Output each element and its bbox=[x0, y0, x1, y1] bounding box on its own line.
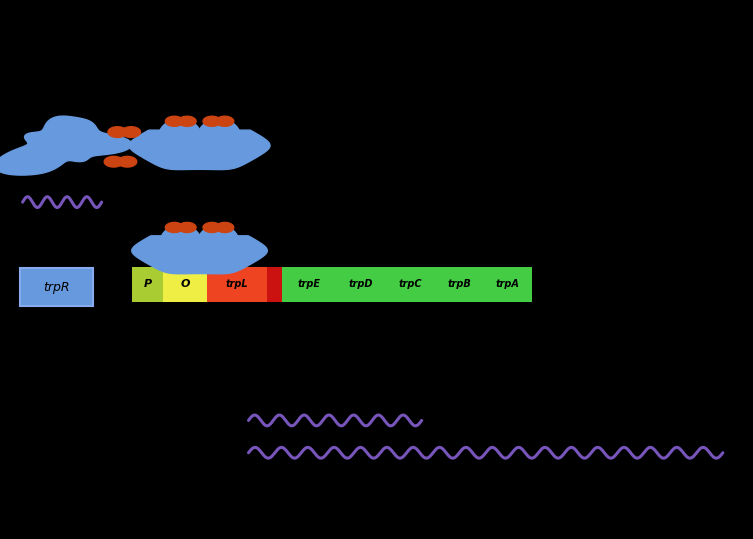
Polygon shape bbox=[166, 223, 183, 232]
Text: trpE: trpE bbox=[298, 279, 321, 289]
Polygon shape bbox=[166, 116, 183, 126]
Text: trpA: trpA bbox=[496, 279, 520, 289]
FancyBboxPatch shape bbox=[20, 268, 93, 306]
Polygon shape bbox=[203, 116, 221, 126]
Polygon shape bbox=[203, 223, 221, 232]
Text: trpL: trpL bbox=[226, 279, 248, 289]
Polygon shape bbox=[178, 116, 196, 126]
Bar bbox=[483, 267, 532, 302]
Text: trpC: trpC bbox=[398, 279, 422, 289]
Text: trpR: trpR bbox=[43, 280, 70, 294]
Polygon shape bbox=[117, 156, 137, 167]
Bar bbox=[282, 267, 337, 302]
Text: trpD: trpD bbox=[349, 279, 373, 289]
Polygon shape bbox=[129, 130, 270, 170]
Text: P: P bbox=[144, 279, 151, 289]
Bar bbox=[434, 267, 483, 302]
Bar bbox=[132, 267, 163, 302]
Polygon shape bbox=[0, 116, 132, 175]
Polygon shape bbox=[198, 225, 239, 260]
Bar bbox=[386, 267, 434, 302]
Polygon shape bbox=[121, 127, 141, 137]
Polygon shape bbox=[216, 223, 233, 232]
Polygon shape bbox=[216, 116, 233, 126]
Bar bbox=[337, 267, 386, 302]
Polygon shape bbox=[158, 119, 202, 155]
Bar bbox=[267, 267, 282, 302]
Polygon shape bbox=[104, 156, 123, 167]
Polygon shape bbox=[108, 127, 127, 137]
Bar bbox=[207, 267, 267, 302]
Polygon shape bbox=[160, 225, 202, 260]
Bar bbox=[163, 267, 207, 302]
Polygon shape bbox=[178, 223, 196, 232]
Polygon shape bbox=[197, 119, 241, 155]
Polygon shape bbox=[132, 236, 267, 274]
Text: trpB: trpB bbox=[447, 279, 471, 289]
Text: O: O bbox=[181, 279, 190, 289]
